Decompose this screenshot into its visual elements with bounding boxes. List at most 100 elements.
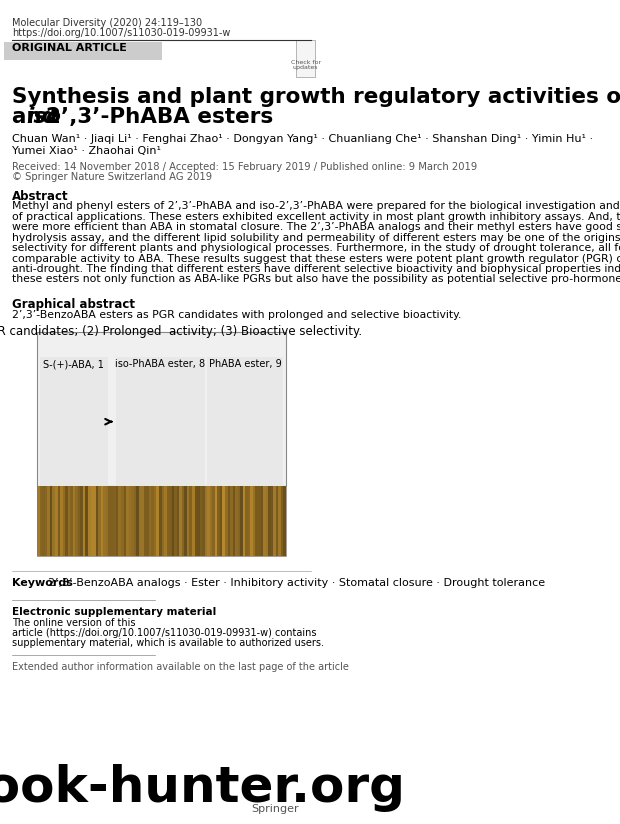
FancyBboxPatch shape	[192, 486, 195, 555]
Text: were more efficient than ABA in stomatal closure. The 2’,3’-PhABA analogs and th: were more efficient than ABA in stomatal…	[12, 222, 620, 232]
Text: Extended author information available on the last page of the article: Extended author information available on…	[12, 662, 348, 672]
FancyBboxPatch shape	[116, 486, 118, 555]
FancyBboxPatch shape	[246, 486, 248, 555]
FancyBboxPatch shape	[276, 486, 278, 555]
FancyBboxPatch shape	[174, 486, 177, 555]
FancyBboxPatch shape	[258, 486, 260, 555]
FancyBboxPatch shape	[128, 486, 131, 555]
Text: article (https://doi.org/10.1007/s11030-019-09931-w) contains: article (https://doi.org/10.1007/s11030-…	[12, 628, 316, 638]
FancyBboxPatch shape	[187, 486, 190, 555]
FancyBboxPatch shape	[131, 486, 134, 555]
Text: Received: 14 November 2018 / Accepted: 15 February 2019 / Published online: 9 Ma: Received: 14 November 2018 / Accepted: 1…	[12, 162, 477, 171]
Text: anti-drought. The finding that different esters have different selective bioacti: anti-drought. The finding that different…	[12, 264, 620, 274]
Text: Methyl and phenyl esters of 2’,3’-PhABA and iso-2’,3’-PhABA were prepared for th: Methyl and phenyl esters of 2’,3’-PhABA …	[12, 201, 620, 212]
FancyBboxPatch shape	[42, 486, 45, 555]
FancyBboxPatch shape	[162, 486, 164, 555]
Text: Keywords: Keywords	[12, 578, 73, 588]
Text: and: and	[12, 107, 64, 127]
FancyBboxPatch shape	[139, 486, 141, 555]
FancyBboxPatch shape	[296, 40, 316, 77]
FancyBboxPatch shape	[70, 486, 73, 555]
FancyBboxPatch shape	[265, 486, 268, 555]
FancyBboxPatch shape	[237, 486, 240, 555]
FancyBboxPatch shape	[65, 486, 68, 555]
FancyBboxPatch shape	[123, 486, 126, 555]
FancyBboxPatch shape	[91, 486, 93, 555]
FancyBboxPatch shape	[116, 357, 205, 486]
FancyBboxPatch shape	[207, 357, 283, 486]
FancyBboxPatch shape	[278, 486, 281, 555]
FancyBboxPatch shape	[167, 486, 169, 555]
FancyBboxPatch shape	[63, 486, 65, 555]
Text: ORIGINAL ARTICLE: ORIGINAL ARTICLE	[12, 43, 126, 53]
FancyBboxPatch shape	[141, 486, 144, 555]
Text: iso-PhABA ester, 8: iso-PhABA ester, 8	[115, 359, 205, 369]
FancyBboxPatch shape	[60, 486, 63, 555]
Text: Chuan Wan¹ · Jiaqi Li¹ · Fenghai Zhao¹ · Dongyan Yang¹ · Chuanliang Che¹ · Shans: Chuan Wan¹ · Jiaqi Li¹ · Fenghai Zhao¹ ·…	[12, 134, 593, 144]
FancyBboxPatch shape	[220, 486, 223, 555]
FancyBboxPatch shape	[58, 486, 60, 555]
FancyBboxPatch shape	[190, 486, 192, 555]
Text: S-(+)-ABA, 1: S-(+)-ABA, 1	[43, 359, 104, 369]
FancyBboxPatch shape	[40, 486, 42, 555]
FancyBboxPatch shape	[218, 486, 220, 555]
FancyBboxPatch shape	[45, 486, 47, 555]
FancyBboxPatch shape	[225, 486, 228, 555]
Text: Yumei Xiao¹ · Zhaohai Qin¹: Yumei Xiao¹ · Zhaohai Qin¹	[12, 146, 161, 156]
Text: https://doi.org/10.1007/s11030-019-09931-w: https://doi.org/10.1007/s11030-019-09931…	[12, 28, 230, 38]
Text: 2’,3’-BenzoABA analogs · Ester · Inhibitory activity · Stomatal closure · Drough: 2’,3’-BenzoABA analogs · Ester · Inhibit…	[41, 578, 545, 588]
FancyBboxPatch shape	[205, 486, 207, 555]
FancyBboxPatch shape	[154, 486, 156, 555]
FancyBboxPatch shape	[182, 486, 184, 555]
FancyBboxPatch shape	[136, 486, 139, 555]
FancyBboxPatch shape	[93, 486, 95, 555]
FancyBboxPatch shape	[37, 332, 286, 486]
FancyBboxPatch shape	[253, 486, 255, 555]
FancyBboxPatch shape	[118, 486, 121, 555]
Text: of practical applications. These esters exhibited excellent activity in most pla: of practical applications. These esters …	[12, 212, 620, 222]
Text: Electronic supplementary material: Electronic supplementary material	[12, 607, 216, 617]
FancyBboxPatch shape	[197, 486, 200, 555]
FancyBboxPatch shape	[73, 486, 75, 555]
FancyBboxPatch shape	[228, 486, 230, 555]
Text: ebook-hunter.org: ebook-hunter.org	[0, 764, 406, 812]
FancyBboxPatch shape	[53, 486, 55, 555]
Text: (1) PGR candidates; (2) Prolonged  activity; (3) Bioactive selectivity.: (1) PGR candidates; (2) Prolonged activi…	[0, 325, 362, 339]
FancyBboxPatch shape	[232, 486, 235, 555]
FancyBboxPatch shape	[177, 486, 179, 555]
FancyBboxPatch shape	[134, 486, 136, 555]
FancyBboxPatch shape	[103, 486, 106, 555]
FancyBboxPatch shape	[235, 486, 237, 555]
FancyBboxPatch shape	[83, 486, 86, 555]
FancyBboxPatch shape	[172, 486, 174, 555]
FancyBboxPatch shape	[195, 486, 197, 555]
Text: supplementary material, which is available to authorized users.: supplementary material, which is availab…	[12, 638, 324, 648]
FancyBboxPatch shape	[164, 486, 167, 555]
FancyBboxPatch shape	[81, 486, 83, 555]
Text: The online version of this: The online version of this	[12, 618, 135, 628]
FancyBboxPatch shape	[111, 486, 113, 555]
FancyBboxPatch shape	[144, 486, 146, 555]
Text: © Springer Nature Switzerland AG 2019: © Springer Nature Switzerland AG 2019	[12, 171, 212, 181]
FancyBboxPatch shape	[146, 486, 149, 555]
FancyBboxPatch shape	[215, 486, 218, 555]
Text: Synthesis and plant growth regulatory activities of 2’,3’-PhABA: Synthesis and plant growth regulatory ac…	[12, 87, 620, 107]
Text: these esters not only function as ABA-like PGRs but also have the possibility as: these esters not only function as ABA-li…	[12, 274, 620, 284]
FancyBboxPatch shape	[260, 486, 263, 555]
FancyBboxPatch shape	[250, 486, 253, 555]
FancyBboxPatch shape	[88, 486, 91, 555]
FancyBboxPatch shape	[207, 486, 210, 555]
FancyBboxPatch shape	[283, 486, 286, 555]
FancyBboxPatch shape	[100, 486, 103, 555]
FancyBboxPatch shape	[243, 486, 246, 555]
FancyBboxPatch shape	[223, 486, 225, 555]
FancyBboxPatch shape	[281, 486, 283, 555]
FancyBboxPatch shape	[268, 486, 271, 555]
FancyBboxPatch shape	[108, 486, 111, 555]
FancyBboxPatch shape	[263, 486, 265, 555]
Text: PhABA ester, 9: PhABA ester, 9	[209, 359, 281, 369]
FancyBboxPatch shape	[156, 486, 159, 555]
Text: selectivity for different plants and physiological processes. Furthermore, in th: selectivity for different plants and phy…	[12, 243, 620, 253]
Text: Check for
updates: Check for updates	[291, 59, 321, 70]
FancyBboxPatch shape	[4, 42, 162, 59]
